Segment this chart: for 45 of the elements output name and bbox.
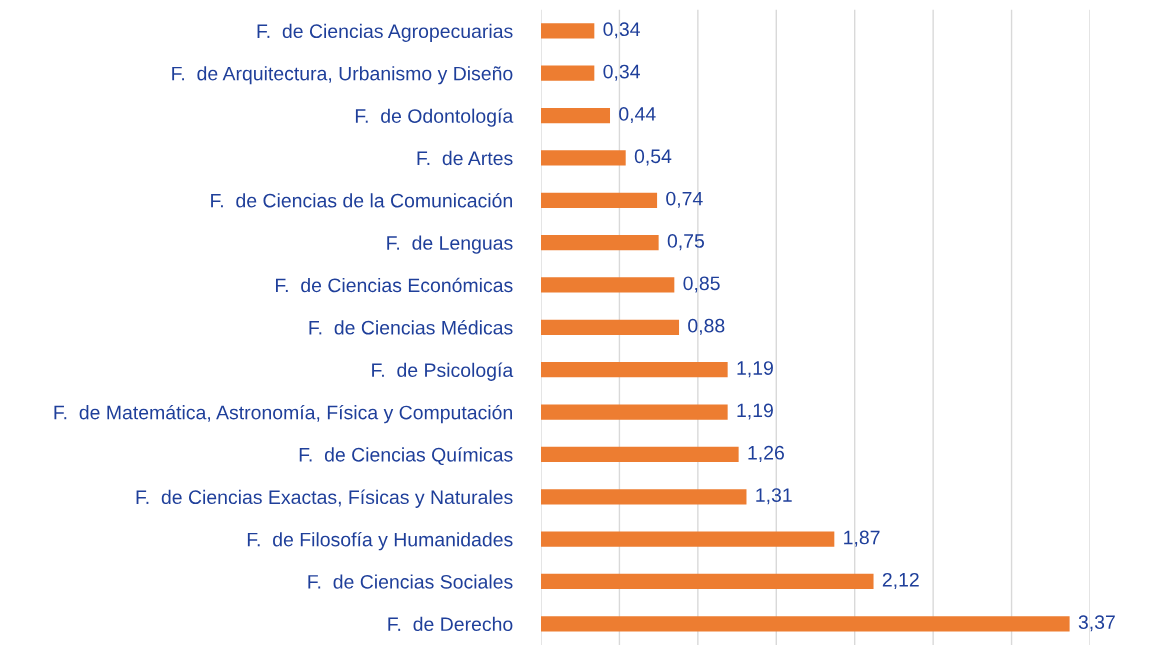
y-tick-label: F. de Ciencias Agropecuarias (257, 23, 513, 42)
data-label: 0,88 (688, 318, 725, 335)
y-tick-label: F. de Ciencias Sociales (308, 574, 513, 589)
data-label: 1,31 (756, 488, 792, 505)
data-label: 0,74 (666, 191, 703, 208)
bar (541, 107, 611, 124)
bar (541, 489, 747, 505)
bar (541, 192, 658, 208)
bar (541, 362, 728, 378)
bar (541, 404, 728, 420)
y-tick-label: F. de Ciencias Médicas (309, 320, 513, 335)
data-label: 1,19 (737, 403, 773, 420)
data-label: 1,87 (844, 530, 880, 547)
data-label: 1,26 (748, 445, 784, 462)
bar (541, 277, 675, 293)
data-label: 0,75 (667, 234, 705, 251)
y-tick-label: F. de Ciencias Exactas, Físicas y Naturales (136, 489, 513, 508)
bar (541, 235, 659, 251)
y-tick-label: F. de Matemática, Astronomía, Física y Computación (54, 404, 512, 424)
data-label: 0,85 (683, 276, 720, 293)
bar (541, 573, 874, 590)
bar (541, 531, 835, 547)
data-label: 0,54 (634, 149, 672, 166)
y-tick-label: F. de Arquitectura, Urbanismo y Diseño (172, 66, 513, 85)
data-label: 0,34 (603, 64, 640, 81)
data-label: 0,34 (603, 22, 640, 39)
y-tick-label: F. de Lenguas (387, 235, 513, 254)
y-tick-label: F. de Derecho (388, 616, 513, 632)
y-tick-label: F. de Filosofía y Humanidades (247, 531, 513, 551)
bar (541, 150, 626, 166)
bar (541, 23, 595, 39)
bar (541, 319, 680, 335)
y-tick-label: F. de Ciencias de la Comunicación (211, 193, 512, 208)
bar (541, 616, 1070, 632)
data-label: 2,12 (882, 572, 919, 589)
bar (541, 65, 595, 81)
y-tick-label: F. de Ciencias Químicas (299, 447, 513, 466)
bar (541, 446, 739, 463)
y-tick-label: F. de Psicología (372, 362, 514, 381)
data-label: 1,19 (737, 361, 773, 378)
y-tick-label: F. de Ciencias Económicas (276, 277, 513, 293)
y-tick-label: F. de Artes (417, 150, 513, 166)
y-tick-label: F. de Odontología (355, 108, 514, 127)
data-label: 0,44 (619, 107, 656, 124)
data-label: 3,37 (1078, 615, 1115, 632)
